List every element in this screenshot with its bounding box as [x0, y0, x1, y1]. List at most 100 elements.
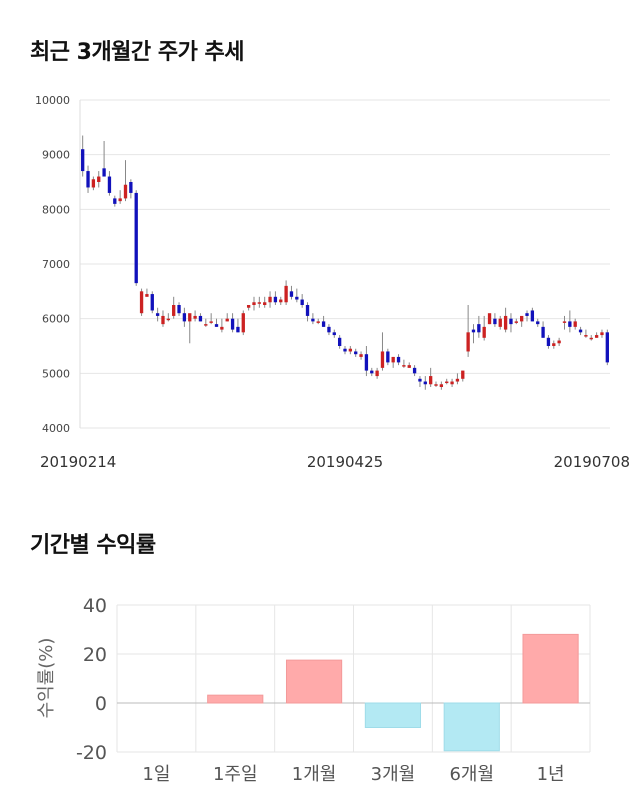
- candle-body: [252, 302, 256, 305]
- price-chart-title: 최근 3개월간 주가 추세: [30, 40, 244, 65]
- candle-body: [327, 326, 331, 333]
- price-y-tick-label: 4000: [42, 422, 70, 435]
- candle-body: [332, 332, 336, 336]
- returns-x-tick-label: 3개월: [371, 764, 416, 785]
- candle-body: [412, 367, 417, 374]
- candle-body: [568, 321, 572, 327]
- candle-body: [161, 315, 165, 325]
- returns-x-axis: 1일 1주일 1개월 3개월 6개월 1년: [142, 764, 564, 785]
- candle-body: [289, 291, 294, 297]
- candle-body: [423, 381, 427, 385]
- candle-body: [439, 384, 444, 387]
- price-x-tick-label: 20190214: [40, 453, 116, 471]
- price-x-axis: 20190214 20190425 20190708: [40, 453, 630, 471]
- candle-body: [477, 324, 481, 333]
- candle-body: [520, 315, 524, 322]
- returns-grid: [116, 604, 591, 753]
- returns-y-tick-label: 0: [95, 693, 107, 715]
- candle-body: [311, 318, 315, 322]
- price-y-tick-label: 10000: [35, 94, 70, 107]
- candle-body: [193, 315, 197, 319]
- candle-body: [605, 332, 609, 363]
- candle-body: [134, 192, 138, 284]
- candle-body: [594, 335, 599, 338]
- candle-body: [155, 313, 160, 316]
- candle-body: [305, 305, 310, 316]
- candle-body: [428, 376, 433, 385]
- returns-x-tick-label: 1일: [142, 764, 170, 785]
- candle-body: [107, 176, 112, 193]
- candle-body: [402, 365, 406, 367]
- candle-body: [391, 356, 395, 363]
- candle-body: [241, 313, 245, 333]
- candlestick-chart: 10000 9000 8000 7000 6000 5000 4000 20190214 20…: [35, 94, 630, 471]
- candle-body: [123, 184, 128, 199]
- candle-body: [514, 321, 518, 323]
- price-y-tick-label: 9000: [42, 149, 70, 162]
- returns-x-tick-label: 1개월: [292, 764, 337, 785]
- candle-body: [503, 315, 508, 330]
- candle-body: [536, 321, 540, 325]
- candle-body: [177, 305, 181, 314]
- candle-body: [578, 329, 583, 333]
- candle-body: [188, 313, 192, 322]
- price-y-axis: 10000 9000 8000 7000 6000 5000 4000: [35, 94, 70, 435]
- candle-body: [562, 321, 567, 323]
- candle-body: [220, 326, 224, 330]
- candle-body: [455, 378, 460, 382]
- candle-body: [466, 332, 470, 352]
- candle-body: [375, 370, 379, 377]
- returns-bar-chart: 40 20 0 -20 1일 1주일 1개월 3개월 6개월 1년 수익률(%): [36, 595, 591, 785]
- candle-body: [166, 318, 170, 321]
- candle-body: [354, 351, 358, 355]
- price-y-tick-label: 5000: [42, 367, 70, 380]
- price-y-tick-label: 8000: [42, 203, 70, 216]
- candle-body: [236, 326, 240, 333]
- candle-body: [97, 176, 101, 182]
- candle-body: [498, 318, 502, 327]
- candle-body: [407, 365, 411, 368]
- price-y-tick-label: 6000: [42, 313, 70, 326]
- returns-y-tick-label: 40: [83, 595, 107, 617]
- candle-body: [546, 337, 551, 346]
- candle-body: [337, 337, 342, 346]
- candle-body: [316, 321, 320, 323]
- candle-body: [198, 315, 203, 322]
- candle-body: [557, 340, 561, 344]
- candle-body: [172, 305, 176, 316]
- candle-body: [279, 299, 283, 303]
- candle-body: [370, 370, 374, 374]
- candle-body: [145, 294, 149, 297]
- candle-body: [86, 171, 90, 188]
- candle-body: [359, 354, 363, 357]
- returns-x-tick-label: 1년: [537, 764, 565, 785]
- returns-y-tick-label: -20: [76, 742, 107, 764]
- candle-body: [600, 332, 604, 336]
- candle-body: [204, 324, 208, 326]
- candle-body: [380, 351, 385, 368]
- returns-bar: [364, 702, 422, 728]
- candle-body: [182, 313, 187, 322]
- returns-x-tick-label: 6개월: [449, 764, 494, 785]
- candle-body: [91, 179, 96, 188]
- price-grid: [79, 99, 610, 429]
- candle-body: [573, 321, 577, 327]
- candle-body: [343, 348, 347, 352]
- price-x-tick-label: 20190425: [307, 453, 383, 471]
- candle-body: [295, 296, 299, 300]
- candle-body: [450, 381, 454, 385]
- price-y-tick-label: 7000: [42, 258, 70, 271]
- returns-y-tick-label: 20: [83, 644, 107, 666]
- candle-body: [209, 321, 213, 323]
- candle-body: [257, 302, 262, 304]
- candle-body: [487, 313, 492, 325]
- candle-body: [150, 294, 154, 311]
- candle-body: [300, 299, 304, 305]
- candle-body: [493, 318, 497, 325]
- returns-bars: [207, 633, 579, 752]
- candle-body: [541, 326, 545, 338]
- returns-bar: [207, 694, 264, 704]
- candle-body: [418, 378, 422, 382]
- candle-body: [81, 149, 85, 172]
- candle-body: [102, 168, 106, 177]
